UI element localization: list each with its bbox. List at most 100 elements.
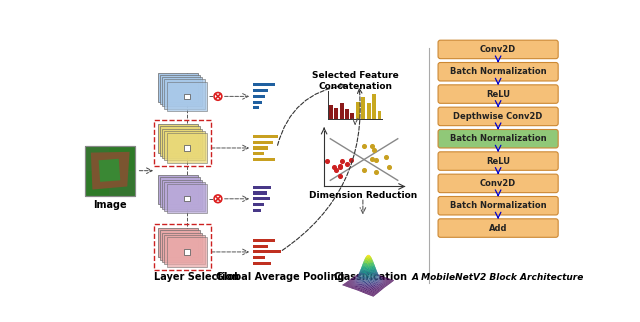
Point: [337, 158, 348, 164]
FancyBboxPatch shape: [438, 40, 558, 59]
Bar: [167, 237, 207, 267]
Polygon shape: [91, 152, 129, 190]
Bar: [253, 239, 275, 242]
Text: A MobileNetV2 Block Architecture: A MobileNetV2 Block Architecture: [412, 273, 584, 282]
Bar: [372, 94, 376, 119]
Bar: [334, 108, 338, 119]
Bar: [253, 83, 275, 86]
Point: [346, 158, 356, 163]
Bar: [162, 129, 202, 158]
Bar: [167, 82, 207, 111]
Bar: [253, 251, 281, 253]
Bar: [253, 89, 268, 92]
Point: [371, 169, 381, 174]
Bar: [164, 80, 205, 109]
Text: Selected Feature
Concatenation: Selected Feature Concatenation: [312, 71, 399, 91]
Text: Conv2D: Conv2D: [480, 179, 516, 188]
Bar: [253, 256, 265, 259]
Point: [367, 157, 377, 162]
Bar: [184, 145, 189, 151]
Point: [359, 167, 369, 173]
Point: [381, 155, 391, 160]
Bar: [356, 102, 360, 119]
Point: [359, 144, 369, 149]
Point: [332, 167, 342, 172]
Bar: [253, 209, 260, 212]
Bar: [253, 141, 273, 144]
Bar: [157, 228, 198, 257]
Bar: [253, 203, 264, 206]
Point: [367, 143, 377, 148]
Bar: [253, 192, 267, 194]
Point: [335, 164, 345, 169]
Bar: [253, 95, 265, 98]
Text: Global Average Pooling: Global Average Pooling: [216, 272, 344, 282]
FancyBboxPatch shape: [438, 85, 558, 103]
Point: [329, 164, 339, 169]
Text: ReLU: ReLU: [486, 156, 510, 166]
Text: Add: Add: [489, 223, 508, 232]
Bar: [84, 147, 109, 171]
Bar: [253, 158, 275, 161]
Text: Conv2D: Conv2D: [480, 45, 516, 54]
Bar: [84, 146, 135, 196]
FancyBboxPatch shape: [438, 107, 558, 126]
Bar: [157, 72, 198, 102]
Bar: [253, 147, 268, 149]
FancyBboxPatch shape: [438, 196, 558, 215]
Bar: [253, 245, 268, 248]
Bar: [109, 171, 134, 196]
Text: Classification: Classification: [333, 272, 408, 282]
Bar: [84, 146, 135, 196]
FancyArrowPatch shape: [278, 84, 345, 145]
Text: ReLU: ReLU: [486, 90, 510, 99]
Bar: [184, 94, 189, 99]
Bar: [253, 197, 270, 200]
FancyBboxPatch shape: [438, 174, 558, 193]
Bar: [162, 77, 202, 106]
Bar: [378, 111, 381, 119]
Text: Depthwise Conv2D: Depthwise Conv2D: [453, 112, 543, 121]
Bar: [253, 186, 271, 189]
Bar: [164, 131, 205, 160]
Bar: [184, 196, 189, 202]
Bar: [362, 97, 365, 119]
Point: [383, 164, 394, 169]
Bar: [345, 109, 349, 119]
Bar: [253, 100, 262, 104]
FancyBboxPatch shape: [438, 152, 558, 170]
Polygon shape: [99, 159, 120, 182]
Point: [335, 174, 345, 179]
Bar: [160, 75, 200, 104]
Bar: [253, 106, 259, 109]
Bar: [154, 224, 211, 270]
Bar: [329, 105, 333, 119]
Text: Batch Normalization: Batch Normalization: [450, 67, 547, 76]
FancyBboxPatch shape: [438, 219, 558, 237]
FancyBboxPatch shape: [438, 62, 558, 81]
Bar: [167, 133, 207, 163]
Bar: [167, 184, 207, 213]
Bar: [160, 127, 200, 156]
Bar: [157, 175, 198, 204]
Point: [335, 164, 345, 169]
Bar: [340, 103, 344, 119]
Point: [369, 147, 380, 153]
Bar: [160, 230, 200, 260]
Bar: [157, 124, 198, 153]
Point: [323, 158, 333, 163]
Text: Batch Normalization: Batch Normalization: [450, 201, 547, 210]
Point: [371, 157, 381, 162]
Text: Image: Image: [93, 200, 127, 210]
Bar: [253, 135, 278, 138]
Text: Layer Selection: Layer Selection: [154, 272, 239, 282]
Bar: [164, 182, 205, 211]
Bar: [253, 152, 264, 155]
Bar: [154, 120, 211, 166]
Bar: [351, 113, 355, 119]
Bar: [164, 235, 205, 264]
Bar: [367, 103, 371, 119]
Text: Batch Normalization: Batch Normalization: [450, 134, 547, 143]
FancyArrowPatch shape: [282, 89, 362, 251]
Bar: [160, 177, 200, 206]
